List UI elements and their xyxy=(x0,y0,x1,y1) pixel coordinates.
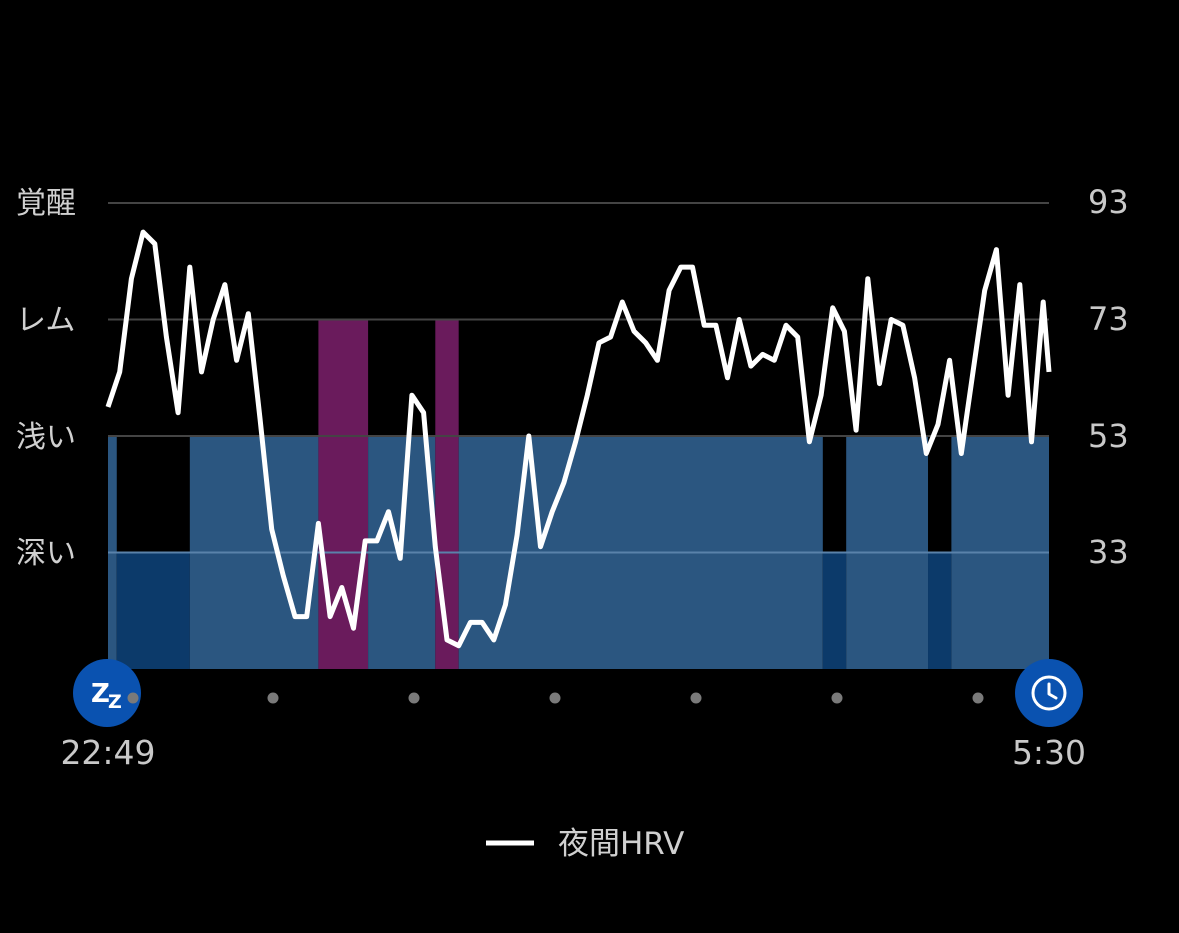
stage-band-rem xyxy=(435,319,459,669)
stage-label-light: 浅い xyxy=(16,420,76,455)
wake-alarm-icon[interactable] xyxy=(1015,659,1083,727)
legend-label: 夜間HRV xyxy=(558,826,684,862)
time-dot xyxy=(408,692,420,704)
time-dot xyxy=(972,692,984,704)
time-dot xyxy=(549,692,561,704)
sleep-start-icon[interactable]: Z Z xyxy=(73,659,141,727)
hrv-axis-labels: 93 73 53 33 xyxy=(1088,183,1129,571)
stage-band-deep xyxy=(822,552,847,669)
svg-text:Z: Z xyxy=(91,679,110,709)
time-dot xyxy=(267,692,279,704)
legend: 夜間HRV xyxy=(486,826,684,862)
hrv-tick-93: 93 xyxy=(1088,183,1129,221)
stage-labels: 覚醒 レム 浅い 深い xyxy=(16,186,76,571)
stage-label-deep: 深い xyxy=(16,536,76,571)
time-start-label: 22:49 xyxy=(60,733,155,772)
stage-band-deep xyxy=(928,552,952,669)
stage-band-rem xyxy=(318,319,369,669)
hrv-tick-73: 73 xyxy=(1088,300,1129,338)
hrv-tick-53: 53 xyxy=(1088,417,1129,455)
time-dot xyxy=(831,692,843,704)
time-dot xyxy=(690,692,702,704)
sleep-stage-bands xyxy=(108,319,1049,669)
time-end-label: 5:30 xyxy=(1012,733,1086,772)
hrv-series-line xyxy=(105,229,1052,649)
hrv-tick-33: 33 xyxy=(1088,533,1129,571)
svg-text:Z: Z xyxy=(108,691,122,713)
stage-band-deep xyxy=(116,552,190,669)
stage-label-rem: レム xyxy=(16,303,75,338)
stage-label-awake: 覚醒 xyxy=(16,186,76,221)
time-axis-dots xyxy=(127,692,984,704)
